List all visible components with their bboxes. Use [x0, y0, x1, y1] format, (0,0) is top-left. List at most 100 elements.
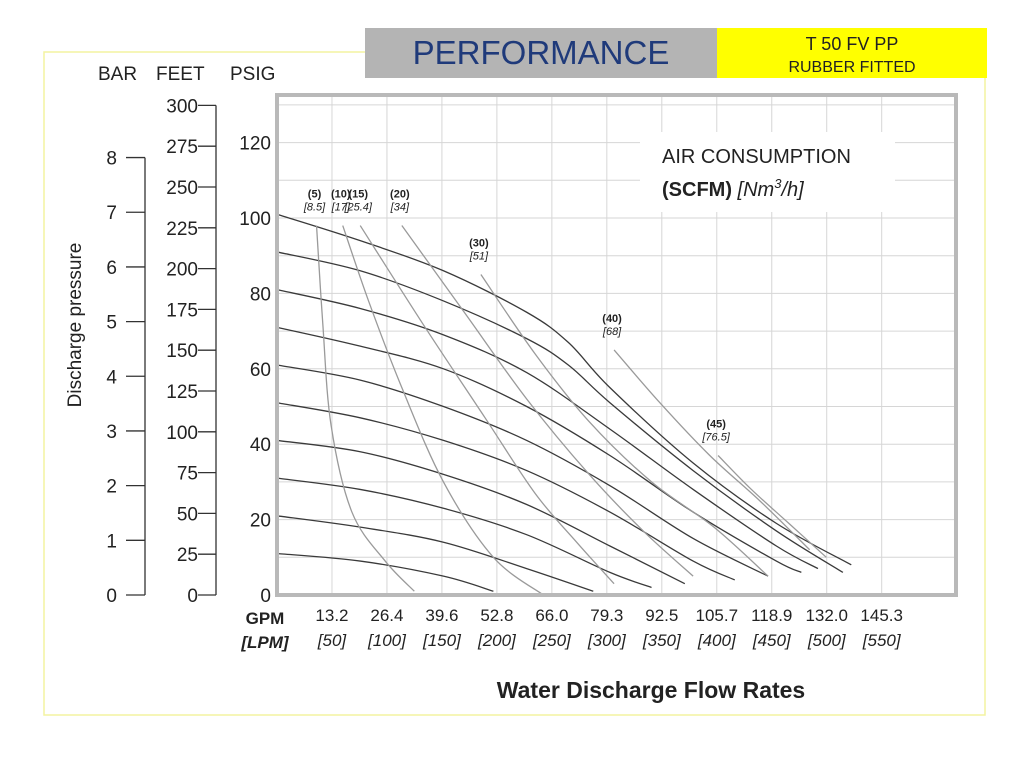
- lpm-tick-label: [50]: [317, 631, 348, 650]
- feet-tick-label: 100: [166, 423, 198, 444]
- pressure-curve: [276, 326, 802, 573]
- feet-tick-label: 175: [166, 300, 198, 321]
- lpm-tick-label: [300]: [587, 631, 627, 650]
- air-curve-label-alt: [8.5]: [303, 202, 326, 214]
- x-axis-title: Water Discharge Flow Rates: [497, 677, 805, 703]
- air-curve: [401, 225, 694, 577]
- pressure-curve: [276, 515, 594, 592]
- psig-tick-label: 100: [239, 209, 271, 230]
- psig-tick-label: 120: [239, 134, 271, 155]
- pressure-curve: [276, 477, 652, 589]
- air-curve-label: (20): [390, 189, 410, 201]
- air-curve-label: (10): [331, 189, 351, 201]
- lpm-tick-label: [200]: [477, 631, 517, 650]
- pressure-curves: [276, 213, 852, 592]
- bar-tick-label: 1: [106, 531, 117, 552]
- air-curve-label-alt: [25.4]: [343, 202, 372, 214]
- bar-tick-label: 3: [106, 422, 117, 443]
- bar-axis-label: BAR: [98, 64, 137, 85]
- feet-tick-label: 150: [166, 341, 198, 362]
- air-consumption-curves: (5)[8.5] (10)[17](15)[25.4] (20)[34] (30)[5…: [303, 189, 827, 596]
- feet-tick-label: 275: [166, 137, 198, 158]
- pressure-curve: [276, 364, 769, 577]
- psig-axis: 0 20 40 60 80 100 120: [239, 134, 271, 607]
- psig-tick-label: 60: [250, 360, 271, 381]
- feet-tick-label: 300: [166, 96, 198, 117]
- psig-tick-label: 20: [250, 511, 271, 532]
- feet-tick-label: 75: [177, 464, 198, 485]
- bar-axis: 0 1 2 3 4 5 6 7 8: [106, 149, 146, 607]
- legend-units: (SCFM) [Nm3/h]: [662, 176, 804, 201]
- legend-title: AIR CONSUMPTION: [662, 146, 851, 168]
- feet-tick-label: 225: [166, 219, 198, 240]
- pressure-curve: [276, 552, 494, 592]
- page-title: PERFORMANCE: [413, 34, 670, 71]
- model-name: T 50 FV PP: [806, 34, 899, 54]
- bar-tick-label: 4: [106, 367, 117, 388]
- air-curve-label-alt: [51]: [469, 251, 489, 263]
- pressure-curve: [276, 213, 852, 566]
- gpm-tick-label: 26.4: [370, 606, 403, 625]
- gpm-tick-label: 132.0: [805, 606, 848, 625]
- lpm-tick-label: [500]: [807, 631, 847, 650]
- lpm-tick-label: [550]: [862, 631, 902, 650]
- pressure-curve: [276, 402, 736, 581]
- y-axis-title: Discharge pressure: [65, 243, 86, 408]
- air-curve-label: (45): [706, 419, 726, 431]
- feet-axis-label: FEET: [156, 64, 205, 85]
- gpm-label: GPM: [246, 609, 285, 628]
- air-curve: [359, 225, 615, 585]
- air-curve-label-alt: [68]: [602, 326, 622, 338]
- gpm-tick-label: 105.7: [696, 606, 739, 625]
- model-band: [717, 28, 987, 78]
- bar-tick-label: 2: [106, 477, 117, 498]
- air-curve: [342, 225, 544, 596]
- fitting-label: RUBBER FITTED: [788, 59, 915, 76]
- feet-tick-label: 250: [166, 178, 198, 199]
- psig-tick-label: 80: [250, 284, 271, 305]
- air-curve-label: (5): [308, 189, 322, 201]
- psig-tick-label: 40: [250, 435, 271, 456]
- air-curve: [480, 274, 769, 577]
- legend-box: [640, 132, 895, 212]
- feet-tick-label: 125: [166, 382, 198, 403]
- psig-tick-label: 0: [260, 586, 271, 607]
- plot-border: [275, 93, 958, 597]
- air-curve-label: (15): [348, 189, 368, 201]
- feet-tick-label: 50: [177, 504, 198, 525]
- lpm-label: [LPM]: [240, 633, 290, 652]
- air-curve-label-alt: [17]: [331, 202, 351, 214]
- pressure-curve: [276, 251, 844, 573]
- lpm-tick-label: [250]: [532, 631, 572, 650]
- air-curve: [717, 455, 827, 558]
- bar-tick-label: 6: [106, 258, 117, 279]
- title-band: [365, 28, 717, 78]
- lpm-tick-label: [100]: [367, 631, 407, 650]
- lpm-tick-label: [150]: [422, 631, 462, 650]
- gpm-tick-label: 66.0: [535, 606, 568, 625]
- gpm-tick-label: 52.8: [480, 606, 513, 625]
- lpm-tick-label: [450]: [752, 631, 792, 650]
- bar-tick-label: 0: [106, 586, 117, 607]
- feet-tick-label: 25: [177, 545, 198, 566]
- x-axis: 13.2 [50] 26.4 [100] 39.6 [150] 52.8 [200] 66.0 […: [315, 606, 903, 650]
- gpm-tick-label: 145.3: [860, 606, 903, 625]
- feet-tick-label: 200: [166, 260, 198, 281]
- air-curve: [613, 349, 811, 551]
- bar-tick-label: 5: [106, 313, 117, 334]
- gpm-tick-label: 118.9: [751, 606, 792, 625]
- bar-tick-label: 7: [106, 203, 117, 224]
- air-curve-label-alt: [76.5]: [701, 432, 730, 444]
- lpm-tick-label: [400]: [697, 631, 737, 650]
- gpm-tick-label: 92.5: [645, 606, 678, 625]
- bar-tick-label: 8: [106, 149, 117, 170]
- gpm-tick-label: 13.2: [315, 606, 348, 625]
- air-curve-label-alt: [34]: [390, 202, 410, 214]
- pressure-curve: [276, 288, 819, 570]
- grid: [277, 95, 956, 595]
- gpm-tick-label: 39.6: [425, 606, 458, 625]
- gpm-tick-label: 79.3: [590, 606, 623, 625]
- feet-axis: 0 25 50 75 100 125 150 175 200 225 250 275 300: [166, 96, 217, 607]
